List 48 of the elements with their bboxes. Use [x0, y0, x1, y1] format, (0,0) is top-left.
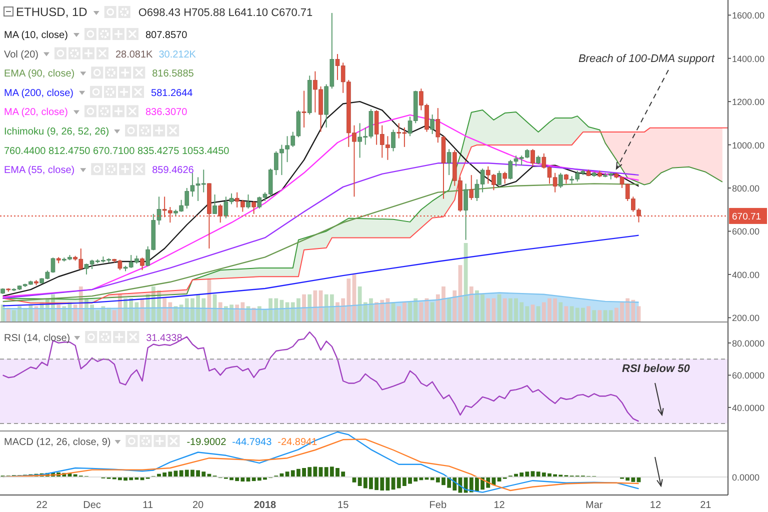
x-tick-label: 15: [338, 500, 350, 511]
annotation: -44.7943: [232, 437, 272, 448]
text: RSI (14, close): [4, 333, 70, 344]
y-tick-label: 800.00: [732, 184, 760, 194]
x-tick-label: 21: [700, 500, 712, 511]
x-tick-label: 12: [650, 500, 662, 511]
text: EMA (90, close): [4, 68, 75, 80]
y-tick-label: 80.0000: [732, 338, 765, 348]
y-tick-label: 60.0000: [732, 370, 765, 381]
annotation: 28.081K: [115, 49, 154, 60]
x-tick-label: 20: [192, 500, 204, 511]
x-tick-label: 2018: [254, 500, 277, 511]
annotation: O698.43 H705.88 L641.10 C670.71: [138, 7, 313, 19]
ref-line-label: 0.0000: [732, 472, 760, 482]
chart-title: ETHUSD, 1D: [16, 5, 88, 19]
text: MA (10, close): [4, 30, 68, 41]
x-tick-label: Dec: [83, 500, 101, 511]
y-tick-label: 1400.00: [732, 54, 765, 64]
x-tick-label: 22: [36, 500, 48, 511]
y-tick-label: 1200.00: [732, 97, 765, 108]
annotation: 760.4400 812.4750 670.7100 835.4275 1053.4450: [4, 146, 230, 157]
x-tick-label: Mar: [586, 500, 604, 511]
annotation: 836.3070: [145, 107, 188, 118]
annotation: 859.4626: [152, 165, 194, 176]
annotation: RSI below 50: [622, 363, 691, 375]
y-tick-label: 600.00: [732, 226, 760, 237]
y-tick-label: 1600.00: [732, 10, 765, 21]
annotation: -19.9002: [186, 437, 227, 448]
ref-line-label: 670.71: [732, 211, 762, 222]
x-tick-label: 12: [494, 500, 506, 511]
y-tick-label: 200.00: [732, 313, 760, 324]
y-tick-label: 1000.00: [732, 140, 765, 150]
y-tick-label: 40.0000: [732, 402, 765, 413]
x-tick-label: 11: [142, 500, 154, 511]
chart-title: Vol (20): [4, 49, 38, 60]
annotation: 807.8570: [145, 30, 188, 41]
text: MA (200, close): [4, 88, 74, 99]
text: MACD (12, 26, close, 9): [4, 437, 111, 448]
annotation: 816.5885: [152, 68, 194, 80]
y-tick-label: 400.00: [732, 270, 760, 280]
x-tick-label: Feb: [429, 500, 447, 511]
annotation: 31.4338: [146, 333, 183, 344]
text: Ichimoku (9, 26, 52, 26): [4, 126, 110, 138]
annotation: 30.212K: [158, 49, 196, 60]
text: EMA (55, close): [4, 165, 75, 176]
annotation: Breach of 100-DMA support: [578, 53, 716, 65]
annotation: 581.2644: [151, 88, 194, 99]
text: MA (20, close): [4, 107, 68, 118]
